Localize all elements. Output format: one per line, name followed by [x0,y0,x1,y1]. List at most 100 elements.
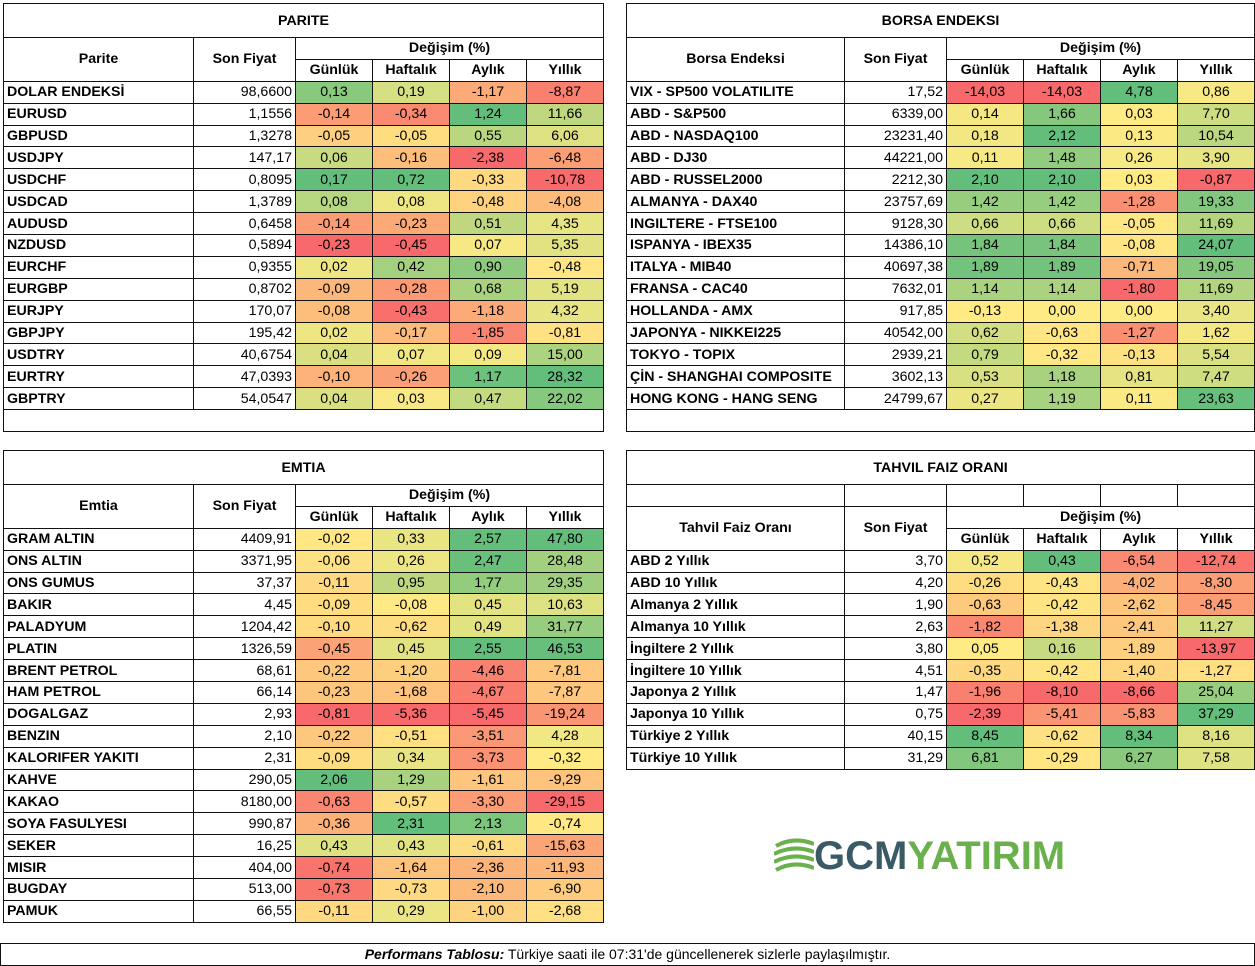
borsa-row: ITALYA - MIB40 40697,38 1,89 1,89 -0,71 19,05 [626,255,1255,279]
tahvil-row-change-m: -2,62 [1100,593,1178,617]
tahvil-table: TAHVIL FAIZ ORANI Tahvil Faiz Oranı Son … [625,450,1255,770]
tahvil-rows: ABD 2 Yıllık 3,70 0,52 0,43 -6,54 -12,74 ABD 1… [626,549,1255,770]
tahvil-row-change-y: 11,27 [1176,615,1255,639]
parite-row-change-y: 28,32 [525,365,605,389]
borsa-row-change-y: 19,33 [1176,190,1255,214]
emtia-row-change-w: 0,45 [372,637,450,661]
emtia-row-name: BAKIR [3,593,194,617]
parite-row-change-d: 0,17 [295,168,373,192]
parite-col-daily: Günlük [295,58,373,82]
parite-row-change-d: -0,14 [295,102,373,126]
borsa-col-weekly: Haftalık [1023,58,1101,82]
tahvil-row: Almanya 10 Yıllık 2,63 -1,82 -1,38 -2,41 11,2… [626,615,1255,639]
parite-row-change-w: 0,19 [372,80,450,104]
parite-row-price: 40,6754 [193,343,296,367]
parite-row-price: 1,3278 [193,124,296,148]
tahvil-col-change: Değişim (%) [945,505,1255,529]
emtia-row-change-m: -2,36 [449,856,527,880]
borsa-row-change-w: 2,10 [1023,168,1101,192]
parite-row-change-w: -0,26 [372,365,450,389]
tahvil-col-weekly: Haftalık [1023,527,1101,551]
parite-row-change-w: 0,42 [372,255,450,279]
borsa-row-change-y: 11,69 [1176,277,1255,301]
emtia-col-weekly: Haftalık [372,505,450,529]
tahvil-col-name: Tahvil Faiz Oranı [626,505,845,551]
parite-row-change-w: -0,05 [372,124,450,148]
parite-row-name: USDCAD [3,190,194,214]
borsa-panel: BORSA ENDEKSI Borsa Endeksi Son Fiyat De… [625,3,1255,433]
tahvil-row-price: 2,63 [844,615,947,639]
tahvil-row-name: ABD 10 Yıllık [626,571,845,595]
borsa-row-change-m: 0,13 [1100,124,1178,148]
borsa-row: ABD - DJ30 44221,00 0,11 1,48 0,26 3,90 [626,146,1255,170]
parite-col-price: Son Fiyat [193,37,296,82]
parite-row-change-d: -0,08 [295,299,373,323]
tahvil-row-change-y: -8,45 [1176,593,1255,617]
tahvil-row: Almanya 2 Yıllık 1,90 -0,63 -0,42 -2,62 -8,45 [626,593,1255,617]
tahvil-row-change-d: -0,26 [946,571,1024,595]
tahvil-row-change-d: 8,45 [946,724,1024,748]
tahvil-row-price: 0,75 [844,702,947,726]
parite-row-price: 1,1556 [193,102,296,126]
borsa-row-change-y: 10,54 [1176,124,1255,148]
parite-row-change-w: -0,45 [372,234,450,257]
tahvil-row-price: 4,20 [844,571,947,595]
tahvil-row-change-y: 25,04 [1176,681,1255,704]
emtia-row-change-d: -0,73 [295,878,373,901]
parite-row: USDCHF 0,8095 0,17 0,72 -0,33 -10,78 [3,168,605,192]
emtia-row-change-y: -29,15 [525,790,605,814]
emtia-row-price: 1204,42 [193,615,296,639]
emtia-row-price: 66,55 [193,899,296,923]
emtia-row-change-y: 31,77 [525,615,605,639]
borsa-row-price: 23231,40 [844,124,947,148]
tahvil-row: İngiltere 10 Yıllık 4,51 -0,35 -0,42 -1,40 -1… [626,659,1255,683]
tahvil-row: Japonya 10 Yıllık 0,75 -2,39 -5,41 -5,83 37,2… [626,702,1255,726]
parite-row-change-m: 0,68 [449,277,527,301]
borsa-row-change-y: 19,05 [1176,255,1255,279]
emtia-col-name: Emtia [3,484,194,529]
borsa-row-change-y: 23,63 [1176,387,1255,411]
borsa-row-change-w: 0,00 [1023,299,1101,323]
emtia-col-daily: Günlük [295,505,373,529]
borsa-row-name: ABD - RUSSEL2000 [626,168,845,192]
emtia-rows: GRAM ALTIN 4409,91 -0,02 0,33 2,57 47,80 ONS A… [3,527,605,923]
emtia-row-price: 4409,91 [193,527,296,551]
emtia-row: MISIR 404,00 -0,74 -1,64 -2,36 -11,93 [3,856,605,880]
parite-row-change-d: 0,13 [295,80,373,104]
emtia-row-change-m: -3,30 [449,790,527,814]
borsa-row-name: FRANSA - CAC40 [626,277,845,301]
borsa-row-name: TOKYO - TOPIX [626,343,845,367]
emtia-row-change-m: 2,55 [449,637,527,661]
parite-row-price: 195,42 [193,321,296,345]
parite-row: USDJPY 147,17 0,06 -0,16 -2,38 -6,48 [3,146,605,170]
borsa-row-price: 2939,21 [844,343,947,367]
emtia-row-name: KAKAO [3,790,194,814]
parite-row: DOLAR ENDEKSİ 98,6600 0,13 0,19 -1,17 -8,87 [3,80,605,104]
borsa-row-change-d: 0,18 [946,124,1024,148]
borsa-row-change-d: 1,42 [946,190,1024,214]
emtia-row-name: PALADYUM [3,615,194,639]
borsa-row-price: 9128,30 [844,212,947,236]
parite-row: EURJPY 170,07 -0,08 -0,43 -1,18 4,32 [3,299,605,323]
emtia-row-change-y: 47,80 [525,527,605,551]
emtia-row-price: 290,05 [193,768,296,792]
emtia-row: GRAM ALTIN 4409,91 -0,02 0,33 2,57 47,80 [3,527,605,551]
tahvil-row-price: 1,90 [844,593,947,617]
borsa-row-change-m: -0,08 [1100,234,1178,257]
borsa-row: ABD - S&P500 6339,00 0,14 1,66 0,03 7,70 [626,102,1255,126]
parite-row-price: 0,5894 [193,234,296,257]
borsa-row-change-y: 5,54 [1176,343,1255,367]
tahvil-row-price: 3,70 [844,549,947,573]
borsa-row: HOLLANDA - AMX 917,85 -0,13 0,00 0,00 3,40 [626,299,1255,323]
tahvil-panel: TAHVIL FAIZ ORANI Tahvil Faiz Oranı Son … [625,450,1255,770]
emtia-row: BAKIR 4,45 -0,09 -0,08 0,45 10,63 [3,593,605,617]
borsa-row-change-d: 1,84 [946,234,1024,257]
emtia-col-monthly: Aylık [449,505,527,529]
parite-row-change-d: 0,06 [295,146,373,170]
parite-table: PARITE Parite Son Fiyat Değişim (%) Günl… [2,3,605,433]
tahvil-row-change-m: -5,83 [1100,702,1178,726]
emtia-row-change-w: -5,36 [372,702,450,726]
parite-panel: PARITE Parite Son Fiyat Değişim (%) Günl… [2,3,605,433]
parite-row-change-d: -0,14 [295,212,373,236]
parite-row-change-y: -8,87 [525,80,605,104]
